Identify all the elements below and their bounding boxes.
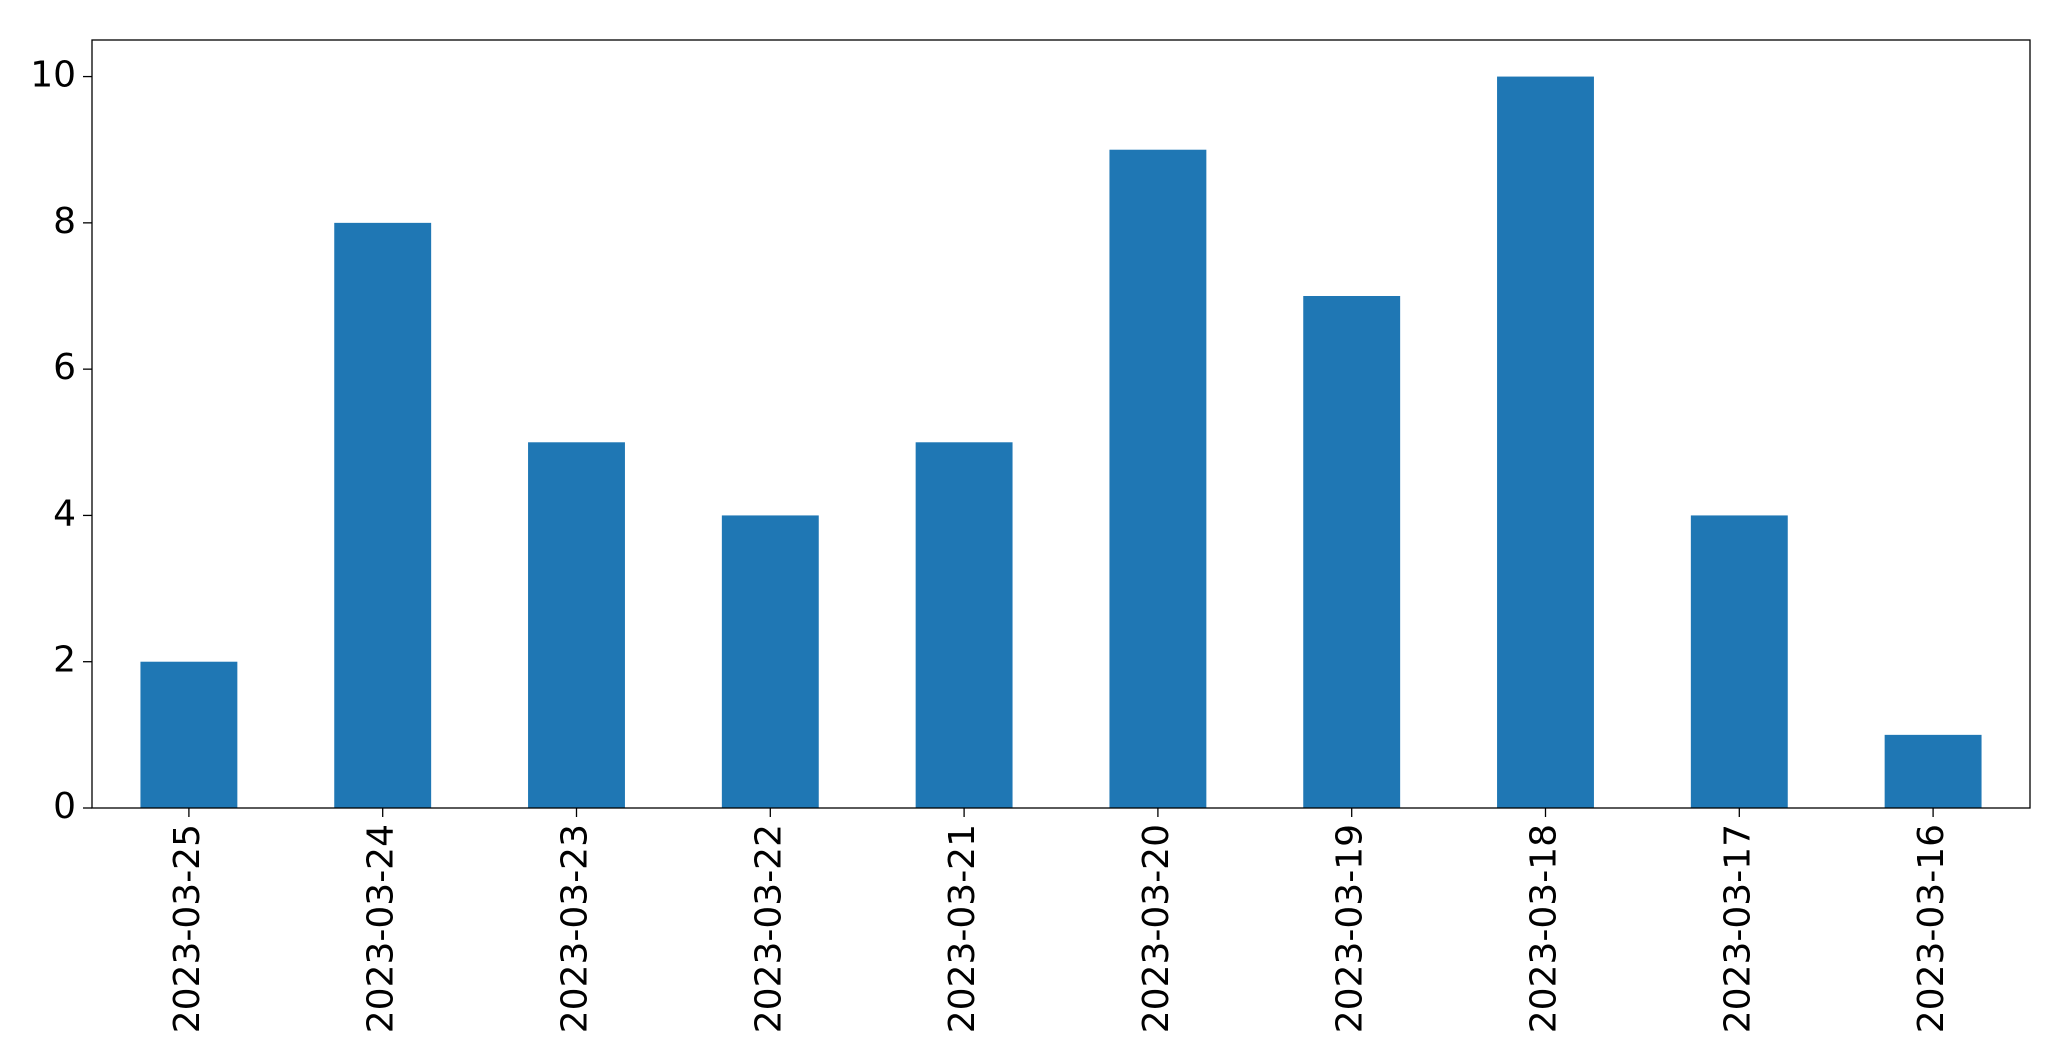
bar	[721, 515, 819, 808]
x-tick-label: 2023-03-18	[1524, 824, 1565, 1033]
bar	[1497, 76, 1594, 809]
x-tick-label: 2023-03-17	[1717, 824, 1758, 1033]
y-tick-label: 2	[53, 640, 76, 681]
y-tick-label: 10	[30, 55, 76, 96]
x-tick-label: 2023-03-16	[1911, 824, 1952, 1033]
y-tick-label: 0	[53, 786, 76, 827]
bar	[334, 222, 432, 808]
bar	[1690, 515, 1788, 808]
x-tick-label: 2023-03-19	[1330, 824, 1371, 1033]
bar	[1109, 149, 1207, 808]
x-tick-label: 2023-03-25	[167, 824, 208, 1033]
x-tick-label: 2023-03-21	[942, 824, 983, 1033]
y-tick-label: 8	[53, 201, 76, 242]
bar	[140, 661, 238, 808]
bar	[1303, 296, 1401, 808]
bar	[1884, 734, 1982, 808]
x-tick-label: 2023-03-20	[1136, 824, 1177, 1033]
y-tick-label: 4	[53, 493, 76, 534]
x-tick-label: 2023-03-23	[555, 824, 596, 1033]
plot-frame	[91, 39, 2031, 809]
bar	[528, 442, 625, 808]
x-tick-label: 2023-03-24	[361, 824, 402, 1033]
y-tick-label: 6	[53, 347, 76, 388]
bar	[915, 442, 1013, 808]
x-tick-label: 2023-03-22	[748, 824, 789, 1033]
